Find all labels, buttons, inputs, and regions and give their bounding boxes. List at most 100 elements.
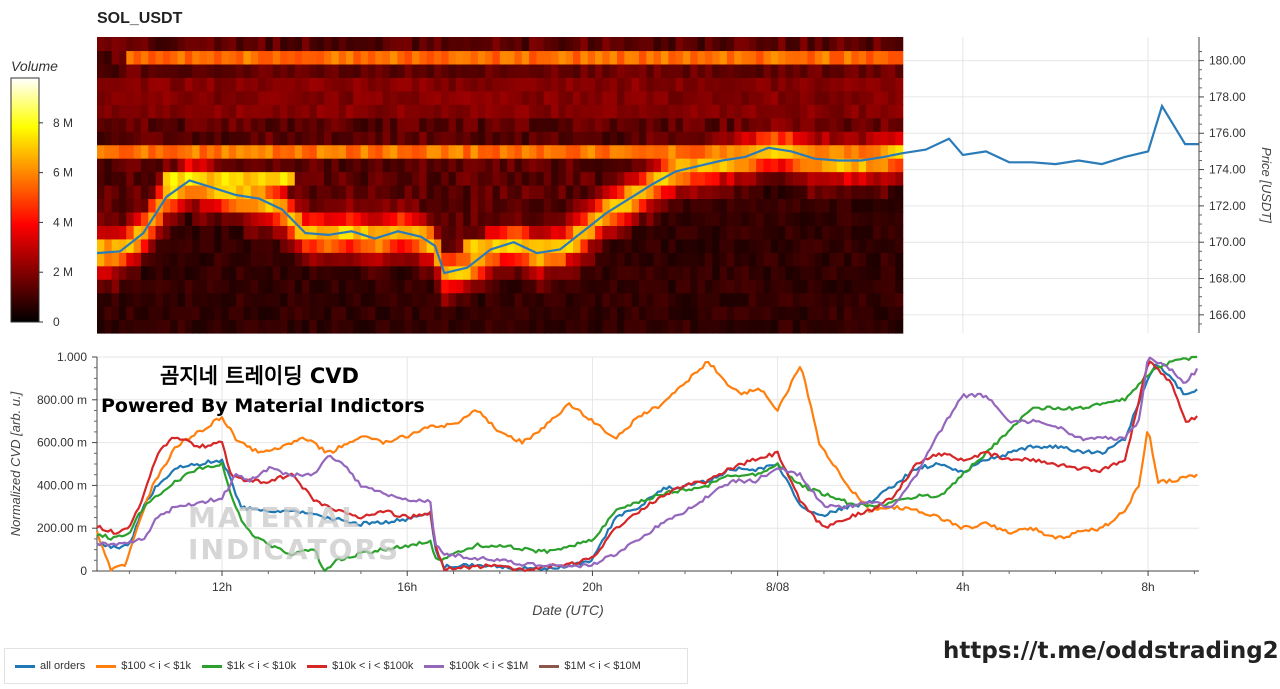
heatmap-cell (170, 292, 179, 307)
heatmap-cell (719, 265, 728, 280)
heatmap-cell (587, 225, 596, 240)
heatmap-cell (177, 198, 186, 213)
heatmap-cell (470, 63, 479, 78)
heatmap-cell (829, 37, 838, 52)
heatmap-cell (309, 50, 318, 65)
heatmap-cell (250, 50, 259, 65)
heatmap-cell (697, 63, 706, 78)
heatmap-cell (463, 306, 472, 321)
heatmap-cell (822, 252, 831, 267)
heatmap-cell (280, 292, 289, 307)
heatmap-cell (294, 50, 303, 65)
heatmap-cell (873, 90, 882, 105)
heatmap-cell (302, 279, 311, 294)
heatmap-cell (638, 225, 647, 240)
cvd-y-tick-label: 200.00 m (37, 521, 87, 535)
heatmap-cell (236, 77, 245, 92)
legend-item[interactable]: $1M < i < $10M (539, 660, 641, 672)
heatmap-cell (587, 104, 596, 119)
legend-item[interactable]: $100 < i < $1k (96, 660, 191, 672)
heatmap-cell (726, 63, 735, 78)
heatmap-cell (199, 158, 208, 173)
heatmap-cell (668, 63, 677, 78)
heatmap-cell (814, 292, 823, 307)
heatmap-cell (543, 265, 552, 280)
heatmap-cell (880, 104, 889, 119)
cvd-y-tick-label: 0 (80, 564, 87, 578)
heatmap-cell (258, 90, 267, 105)
legend-item[interactable]: $100k < i < $1M (424, 660, 528, 672)
heatmap-cell (294, 117, 303, 132)
heatmap-cell (228, 198, 237, 213)
heatmap-cell (514, 104, 523, 119)
heatmap-cell (177, 252, 186, 267)
heatmap-cell (638, 50, 647, 65)
heatmap-cell (617, 158, 625, 173)
watermark-logo: MATERIAL INDICATORS (188, 502, 400, 566)
heatmap-cell (807, 104, 816, 119)
legend-item[interactable]: $1k < i < $10k (201, 660, 296, 672)
heatmap-cell (265, 319, 274, 334)
heatmap-cell (192, 158, 201, 173)
heatmap-cell (192, 225, 201, 240)
heatmap-cell (587, 77, 596, 92)
heatmap-cell (580, 131, 589, 146)
legend-item[interactable]: $10k < i < $100k (307, 660, 413, 672)
heatmap-cell (111, 238, 120, 253)
heatmap-cell (763, 198, 772, 213)
heatmap-cell (199, 131, 208, 146)
heatmap-cell (602, 185, 611, 200)
heatmap-cell (697, 144, 706, 159)
heatmap-cell (294, 104, 303, 119)
heatmap-cell (338, 252, 347, 267)
heatmap-cell (214, 144, 223, 159)
heatmap-cell (895, 252, 904, 267)
heatmap-cell (668, 225, 677, 240)
heatmap-cell (287, 265, 296, 280)
legend-item[interactable]: all orders (15, 660, 85, 672)
heatmap-cell (265, 90, 274, 105)
heatmap-cell (800, 238, 809, 253)
telegram-link[interactable]: https://t.me/oddstrading2 (943, 638, 1279, 664)
heatmap-cell (529, 252, 538, 267)
heatmap-cell (521, 37, 530, 52)
heatmap-cell (609, 104, 618, 119)
heatmap-cell (389, 306, 398, 321)
heatmap-cell (177, 211, 186, 226)
heatmap-cell (756, 265, 765, 280)
heatmap-cell (287, 50, 296, 65)
heatmap-cell (419, 63, 428, 78)
heatmap-cell (331, 104, 340, 119)
heatmap-cell (851, 185, 860, 200)
heatmap-cell (551, 306, 560, 321)
heatmap-cell (419, 131, 428, 146)
heatmap-cell (668, 158, 677, 173)
heatmap-cell (602, 211, 611, 226)
heatmap-cell (140, 90, 149, 105)
heatmap-cell (822, 171, 831, 186)
heatmap-cell (529, 77, 538, 92)
heatmap-cell (529, 90, 538, 105)
heatmap-cell (389, 265, 398, 280)
heatmap-cell (756, 306, 765, 321)
cvd-x-tick-label: 12h (212, 580, 232, 594)
heatmap-cell (419, 225, 428, 240)
heatmap-cell (646, 104, 655, 119)
heatmap-cell (419, 292, 428, 307)
heatmap-cell (785, 117, 794, 132)
heatmap-cell (543, 306, 552, 321)
heatmap-cell (184, 198, 193, 213)
heatmap-cell (155, 104, 164, 119)
heatmap-cell (221, 131, 230, 146)
heatmap-cell (243, 37, 252, 52)
heatmap-cell (375, 238, 384, 253)
heatmap-cell (148, 131, 157, 146)
heatmap-cell (419, 306, 428, 321)
heatmap-cell (126, 117, 135, 132)
heatmap-cell (660, 90, 669, 105)
heatmap-cell (660, 185, 669, 200)
price-tick-label: 168.00 (1209, 272, 1246, 286)
heatmap-cell (756, 77, 765, 92)
heatmap-cell (602, 50, 611, 65)
heatmap-cell (668, 292, 677, 307)
